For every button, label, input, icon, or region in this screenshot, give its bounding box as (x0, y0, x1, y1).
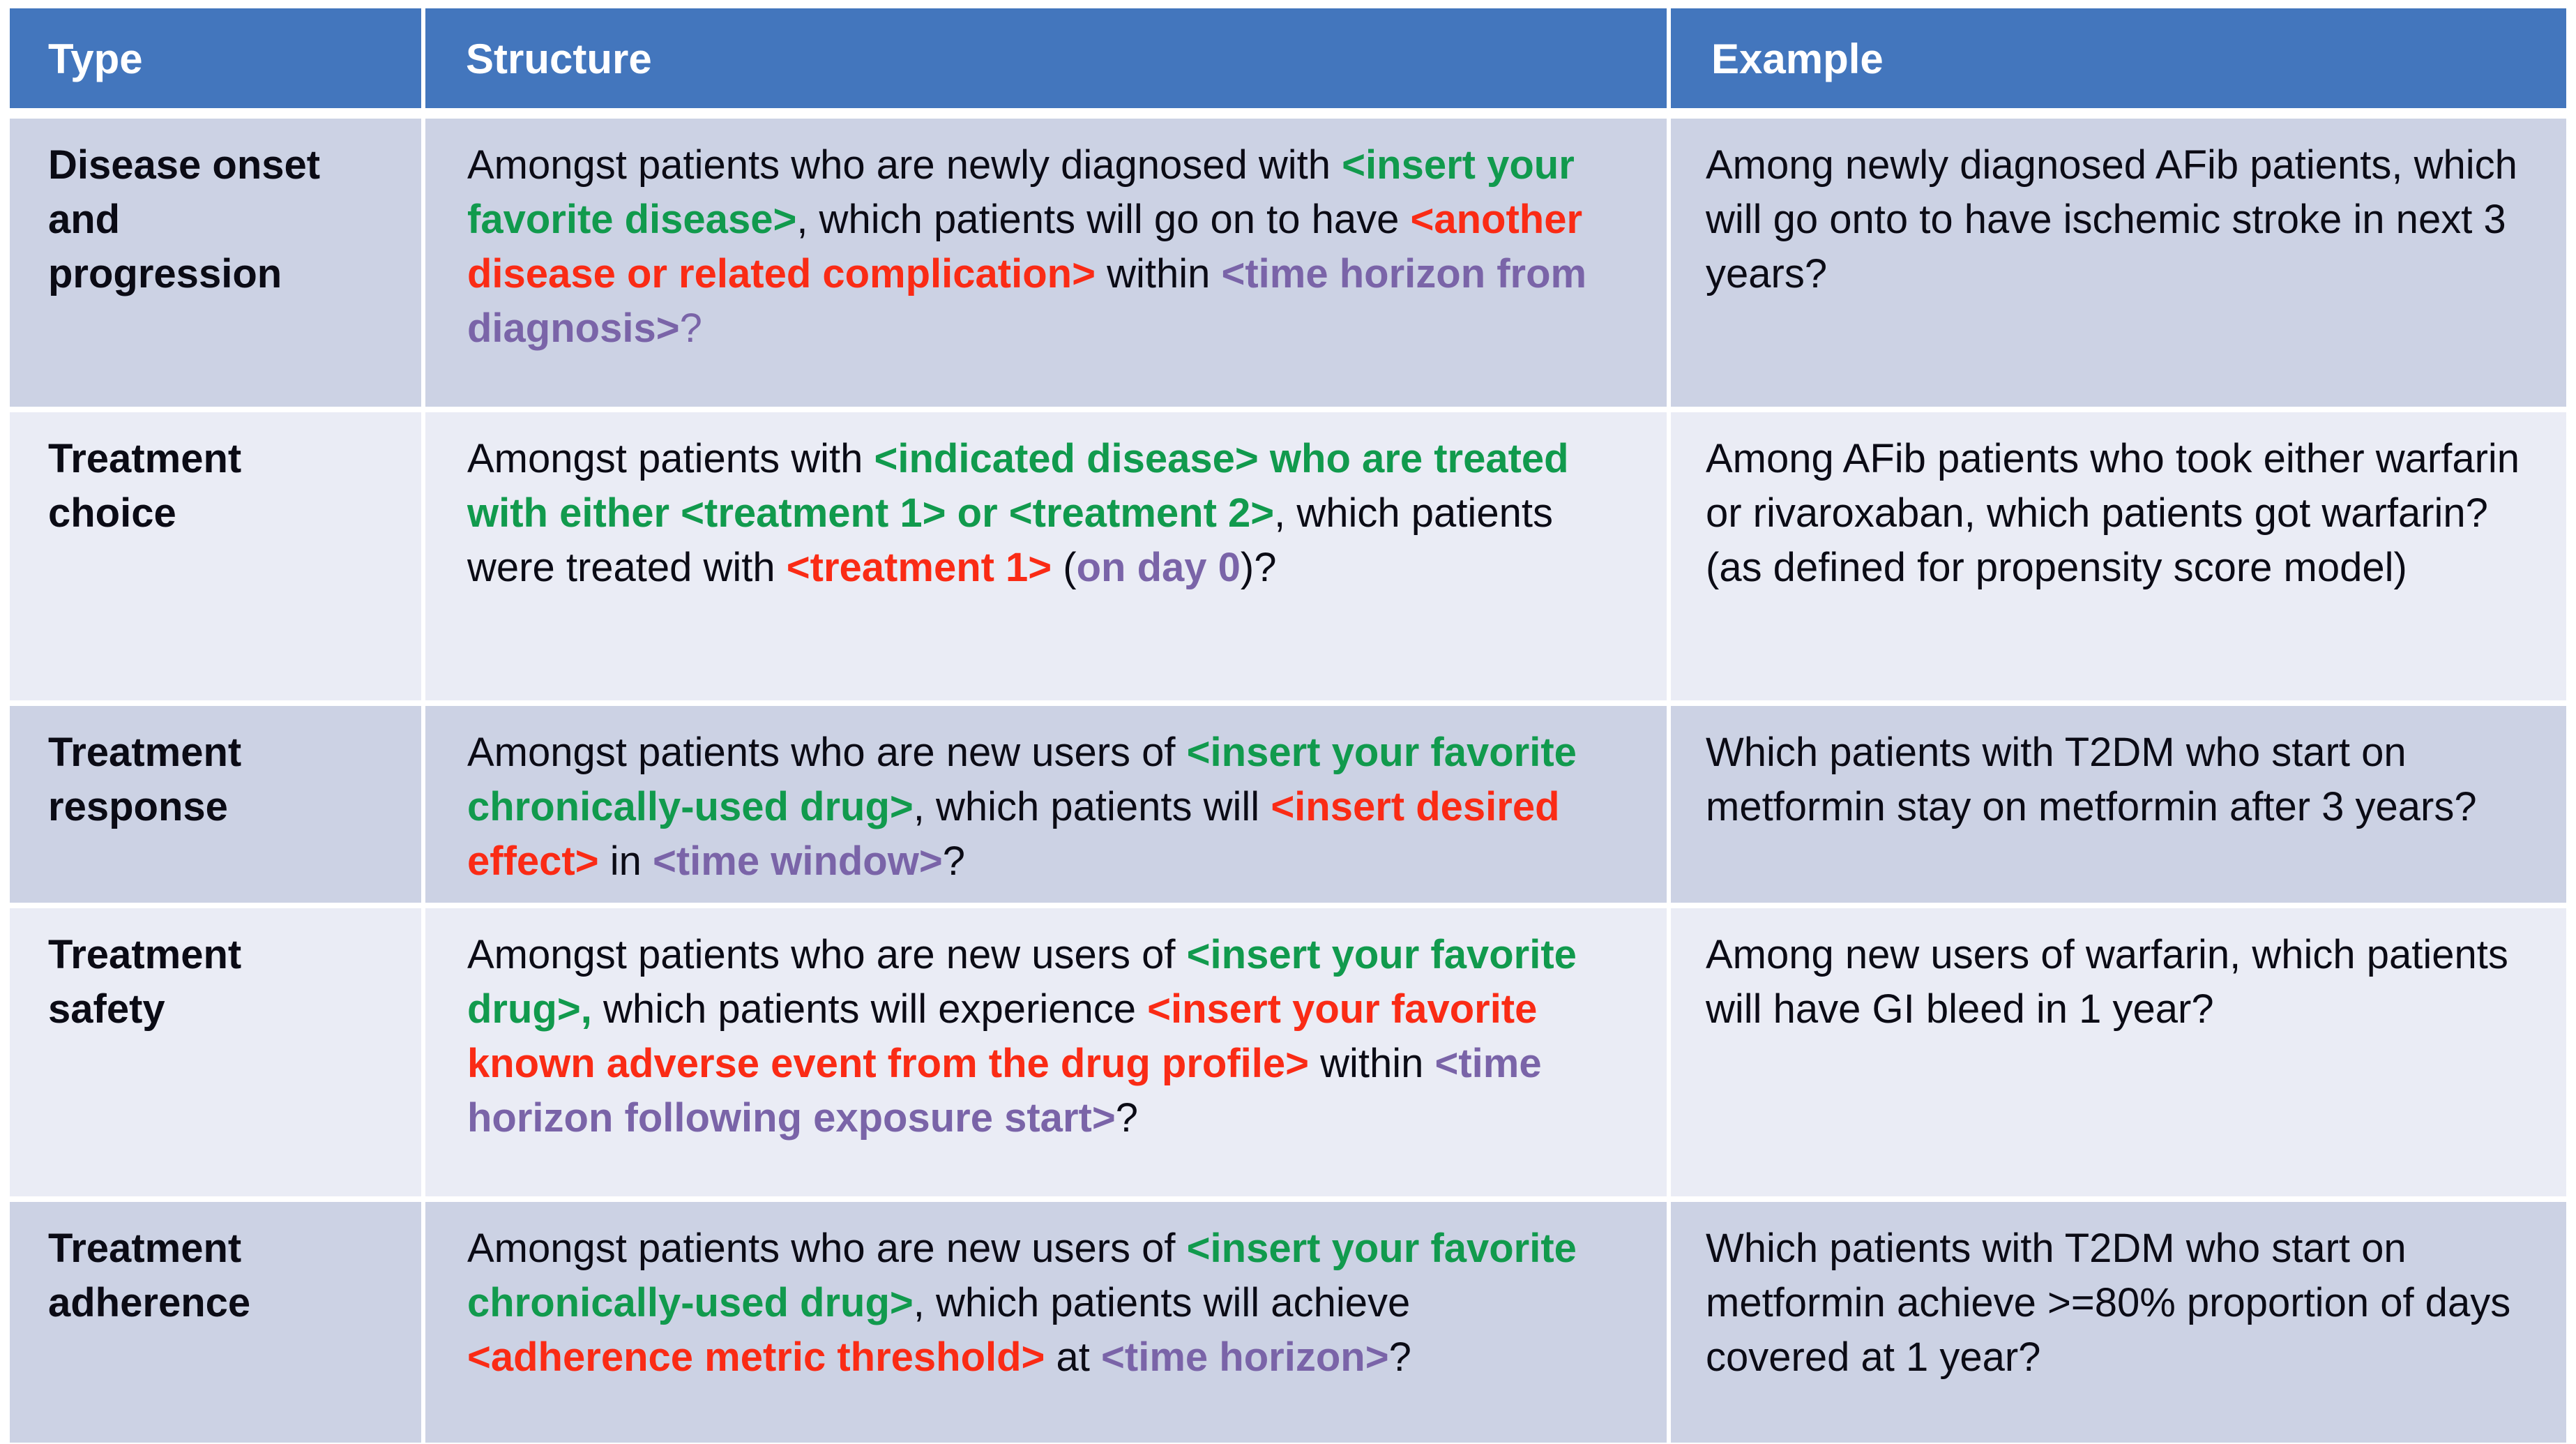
text-segment-r: <treatment 1> (786, 545, 1052, 590)
table-row: Treatment choice Amongst patients with <… (10, 412, 2566, 700)
text-segment-p: on day 0 (1076, 545, 1241, 590)
table-body: Disease onset and progression Amongst pa… (10, 119, 2566, 1443)
type-cell-disease-onset: Disease onset and progression (10, 119, 421, 407)
structure-cell-treatment-safety: Amongst patients who are new users of <i… (425, 908, 1667, 1196)
column-header-structure: Structure (425, 8, 1667, 113)
header-row: Type Structure Example (10, 8, 2566, 113)
text-segment-g: <insert your favorite chronically-used d… (467, 1226, 1577, 1325)
example-cell-treatment-choice: Among AFib patients who took either warf… (1671, 412, 2566, 700)
text-segment-k: Amongst patients who are new users of (467, 1226, 1187, 1271)
text-segment-g: <indicated disease> who are treated with… (467, 436, 1569, 536)
text-segment-k: ? (1388, 1334, 1411, 1380)
text-segment-k: , which patients were treated with (467, 490, 1553, 590)
table-row: Treatment adherence Amongst patients who… (10, 1202, 2566, 1443)
text-segment-g: <insert your favorite chronically-used d… (467, 730, 1577, 829)
text-segment-k: , which patients will go on to have (796, 197, 1411, 242)
text-segment-k: Amongst patients who are new users of (467, 932, 1187, 977)
text-segment-k: Amongst patients who are new users of (467, 730, 1187, 775)
structure-cell-treatment-response: Amongst patients who are new users of <i… (425, 706, 1667, 903)
type-cell-treatment-response: Treatment response (10, 706, 421, 903)
example-cell-treatment-safety: Among new users of warfarin, which patie… (1671, 908, 2566, 1196)
text-segment-g: <insert your favorite drug>, (467, 932, 1577, 1032)
text-segment-p: <time horizon following exposure start> (467, 1041, 1542, 1141)
table-header: Type Structure Example (10, 8, 2566, 113)
text-segment-r: <another disease or related complication… (467, 197, 1583, 296)
text-segment-k: within (1308, 1041, 1435, 1086)
type-cell-treatment-safety: Treatment safety (10, 908, 421, 1196)
text-segment-p: <time window> (652, 838, 943, 884)
type-cell-treatment-choice: Treatment choice (10, 412, 421, 700)
structure-cell-treatment-adherence: Amongst patients who are new users of <i… (425, 1202, 1667, 1443)
text-segment-r: <insert your favorite known adverse even… (467, 986, 1538, 1086)
text-segment-k: )? (1240, 545, 1277, 590)
question-types-table-slide: Type Structure Example Disease onset and… (0, 3, 2576, 1444)
example-cell-disease-onset: Among newly diagnosed AFib patients, whi… (1671, 119, 2566, 407)
table-row: Treatment response Amongst patients who … (10, 706, 2566, 903)
table-row: Treatment safety Amongst patients who ar… (10, 908, 2566, 1196)
text-segment-k: in (598, 838, 653, 884)
example-cell-treatment-adherence: Which patients with T2DM who start on me… (1671, 1202, 2566, 1443)
question-types-table: Type Structure Example Disease onset and… (6, 3, 2570, 1444)
text-segment-k: ? (942, 838, 965, 884)
text-segment-k: which patients will experience (591, 986, 1148, 1032)
table-row: Disease onset and progression Amongst pa… (10, 119, 2566, 407)
structure-cell-disease-onset: Amongst patients who are newly diagnosed… (425, 119, 1667, 407)
text-segment-k: Amongst patients who are newly diagnosed… (467, 142, 1342, 188)
column-header-example: Example (1671, 8, 2566, 113)
text-segment-k: , which patients will (913, 784, 1271, 829)
text-segment-r: <insert desired effect> (467, 784, 1560, 884)
example-cell-treatment-response: Which patients with T2DM who start on me… (1671, 706, 2566, 903)
structure-cell-treatment-choice: Amongst patients with <indicated disease… (425, 412, 1667, 700)
text-segment-k: , which patients will achieve (913, 1280, 1411, 1325)
text-segment-k: Amongst patients with (467, 436, 874, 481)
text-segment-r: <adherence metric threshold> (467, 1334, 1045, 1380)
text-segment-p: <time horizon> (1101, 1334, 1389, 1380)
text-segment-k: ( (1052, 545, 1077, 590)
text-segment-p: <time horizon from diagnosis> (467, 251, 1587, 351)
text-segment-k: at (1045, 1334, 1102, 1380)
text-segment-k: within (1095, 251, 1222, 296)
text-segment-g: <insert your favorite disease> (467, 142, 1575, 242)
column-header-type: Type (10, 8, 421, 113)
text-segment-k: ? (1115, 1095, 1138, 1141)
type-cell-treatment-adherence: Treatment adherence (10, 1202, 421, 1443)
text-segment-p: ? (679, 306, 702, 351)
